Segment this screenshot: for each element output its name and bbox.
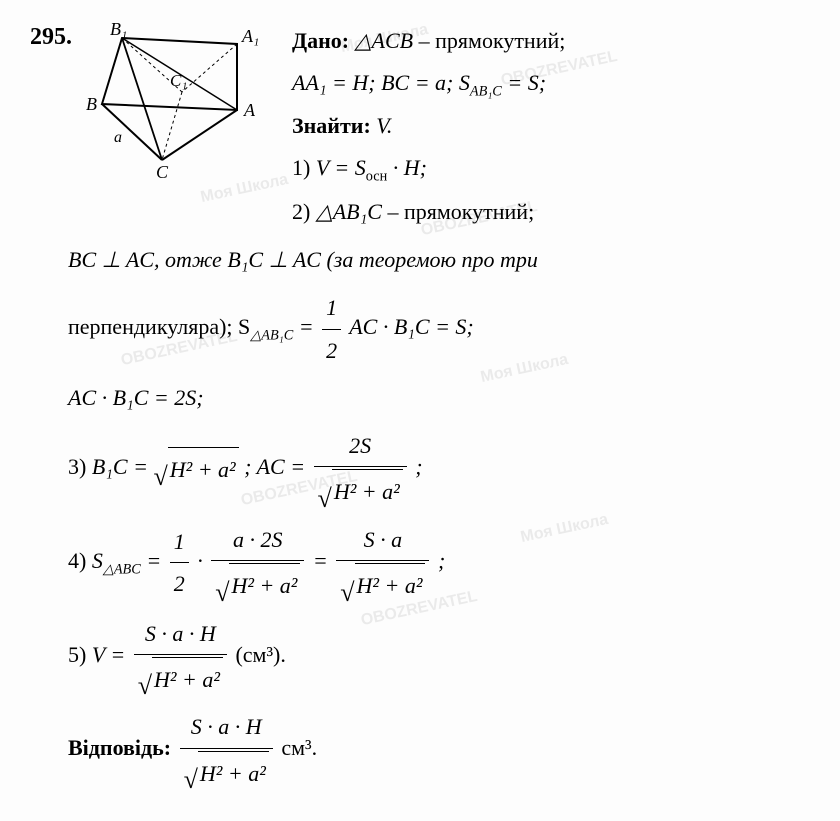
step-5: 5) V = S · a · H√H² + a² (см³). xyxy=(68,614,810,700)
step-3: 3) B₁C = √H² + a² ; AC = 2S√H² + a² ; xyxy=(68,426,810,512)
svg-text:C₁: C₁ xyxy=(170,71,187,90)
given-block: Дано: △ACB – прямокутний; AA₁ = H; BC = … xyxy=(292,20,810,232)
given-desc: – прямокутний; xyxy=(419,28,566,53)
given-triangle: △ACB xyxy=(355,28,413,53)
prism-diagram: B₁ A₁ C₁ B A C a xyxy=(82,20,282,190)
step1-sub: осн xyxy=(366,169,388,185)
perp-line-1: BC ⊥ AC, отже B₁C ⊥ AC (за теоремою про … xyxy=(68,240,810,280)
svg-text:B: B xyxy=(86,94,97,114)
step2-num: 2) xyxy=(292,199,316,224)
svg-text:a: a xyxy=(114,129,122,146)
answer-label: Відповідь: xyxy=(68,735,171,760)
content: 295. B₁ A₁ C₁ B A C a Дано: △ACB – прямо… xyxy=(30,20,810,793)
top-row: 295. B₁ A₁ C₁ B A C a Дано: △ACB – прямо… xyxy=(30,20,810,232)
line-2s: AC · B₁C = 2S; xyxy=(68,378,810,418)
problem-number: 295. xyxy=(30,24,72,51)
given-items: AA₁ = H; BC = a; S xyxy=(292,70,470,95)
find-label: Знайти: xyxy=(292,113,371,138)
svg-text:C: C xyxy=(156,162,169,182)
perp-line-2: перпендикуляра); S△AB₁C = 12 AC · B₁C = … xyxy=(68,288,810,370)
step2-desc: – прямокутний; xyxy=(382,199,534,224)
step2-tri: △AB₁C xyxy=(316,199,382,224)
svg-text:A: A xyxy=(243,100,256,120)
step1-num: 1) xyxy=(292,155,316,180)
given-sub: AB₁C xyxy=(470,83,502,99)
given-label: Дано: xyxy=(292,28,349,53)
given-eq: = S; xyxy=(502,70,546,95)
step1-rhs: · H; xyxy=(387,155,427,180)
step1-lhs: V = S xyxy=(316,155,366,180)
svg-text:A₁: A₁ xyxy=(241,26,259,46)
answer-line: Відповідь: S · a · H√H² + a² см³. xyxy=(68,707,810,793)
find-what: V. xyxy=(376,113,392,138)
step-4: 4) S△ABC = 12 · a · 2S√H² + a² = S · a√H… xyxy=(68,520,810,606)
svg-text:B₁: B₁ xyxy=(110,20,127,39)
